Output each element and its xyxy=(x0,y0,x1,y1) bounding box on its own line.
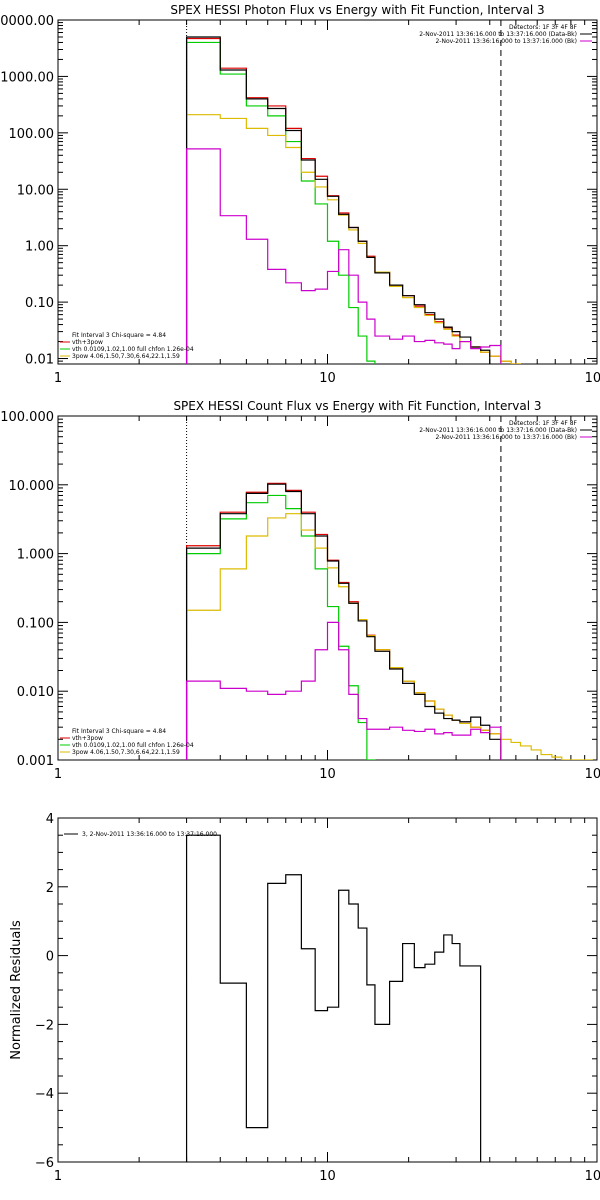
legend-bottom-left-entry: 3pow 4.06,1.50,7.30,6.64,22.1,1.59 xyxy=(72,353,180,360)
x-tick-label: 10 xyxy=(319,1169,336,1184)
x-tick-label: 100 xyxy=(585,371,600,386)
series-data-bk xyxy=(185,483,502,760)
legend-top-right-entry: Detectors: 1F 3F 4F 8F xyxy=(509,420,578,427)
legend-bottom-left-entry: vth 0.0109,1.02,1.00 full chfon 1.26e-04 xyxy=(72,742,194,749)
y-tick-label: 10.00 xyxy=(17,183,54,198)
chart-title: SPEX HESSI Photon Flux vs Energy with Fi… xyxy=(170,3,544,17)
legend-bottom-left-entry: Fit Interval 3 Chi-square = 4.84 xyxy=(72,728,166,735)
legend-top-right-entry: 2-Nov-2011 13:36:16.000 to 13:37:16.000 … xyxy=(435,434,577,441)
legend-bottom-left-entry: Fit Interval 3 Chi-square = 4.84 xyxy=(72,332,166,339)
legend-bottom-left-entry: 3pow 4.06,1.50,7.30,6.64,22.1,1.59 xyxy=(72,749,180,756)
y-tick-label: 1000.00 xyxy=(0,70,54,85)
x-tick-label: 1 xyxy=(54,767,62,782)
series-bk xyxy=(185,621,502,760)
plot-area xyxy=(185,36,522,364)
series-vth xyxy=(185,41,376,364)
y-tick-label: 0.001 xyxy=(17,754,54,769)
y-tick-label: 100.000 xyxy=(0,410,54,425)
chart-panel-1: SPEX HESSI Photon Flux vs Energy with Fi… xyxy=(0,3,600,386)
legend-top-right-entry: Detectors: 1F 3F 4F 8F xyxy=(509,24,578,31)
y-tick-label: 1.000 xyxy=(17,548,54,563)
y-tick-label: 10.000 xyxy=(9,479,55,494)
legend-entry: 3, 2-Nov-2011 13:36:16.000 to 13:37:16.0… xyxy=(82,831,217,838)
y-tick-label: 1.00 xyxy=(25,240,54,255)
series-vth-3pow xyxy=(185,37,522,364)
y-tick-label: −6 xyxy=(35,1156,54,1171)
x-tick-label: 10 xyxy=(319,371,336,386)
legend-bottom-left-entry: vth+3pow xyxy=(72,339,103,346)
x-tick-label: 1 xyxy=(54,371,62,386)
y-tick-label: 0.010 xyxy=(17,685,54,700)
series-3pow xyxy=(185,114,522,364)
legend-top-right-entry: 2-Nov-2011 13:36:16.000 to 13:37:16.000 … xyxy=(419,31,577,38)
x-tick-label: 100 xyxy=(585,767,600,782)
y-tick-label: 4 xyxy=(46,812,54,827)
y-axis-label: Normalized Residuals xyxy=(9,920,24,1060)
y-tick-label: 0.10 xyxy=(25,296,54,311)
series-bk xyxy=(185,148,502,364)
series-vth xyxy=(185,494,376,760)
y-tick-label: −4 xyxy=(35,1087,54,1102)
chart-panel-3: 1 10 100 4 2 0 −2 −4 −6 Normalized Residuals 3, 2-… xyxy=(9,812,600,1184)
plot-area xyxy=(185,834,482,1162)
y-tick-label: 2 xyxy=(46,881,54,896)
legend-top-right-entry: 2-Nov-2011 13:36:16.000 to 13:37:16.000 … xyxy=(435,38,577,45)
legend-bottom-left-entry: vth+3pow xyxy=(72,735,103,742)
legend-top-right-entry: 2-Nov-2011 13:36:16.000 to 13:37:16.000 … xyxy=(419,427,577,434)
x-tick-label: 1 xyxy=(54,1169,62,1184)
series-residuals xyxy=(185,834,482,1162)
plot-frame xyxy=(57,817,598,1163)
series-data-bk xyxy=(185,36,491,364)
chart-title: SPEX HESSI Count Flux vs Energy with Fit… xyxy=(173,399,541,413)
y-tick-label: 0.100 xyxy=(17,616,54,631)
series-vth-3pow xyxy=(185,482,502,760)
chart-panel-2: SPEX HESSI Count Flux vs Energy with Fit… xyxy=(0,399,600,782)
y-tick-label: 0 xyxy=(46,950,54,965)
y-tick-label: −2 xyxy=(35,1018,54,1033)
legend-bottom-left-entry: vth 0.0109,1.02,1.00 full chfon 1.26e-04 xyxy=(72,346,194,353)
plot-area xyxy=(185,482,593,760)
x-tick-label: 10 xyxy=(319,767,336,782)
y-tick-label: 0.01 xyxy=(25,353,54,368)
y-tick-label: 100.00 xyxy=(9,127,55,142)
x-tick-label: 100 xyxy=(585,1169,600,1184)
